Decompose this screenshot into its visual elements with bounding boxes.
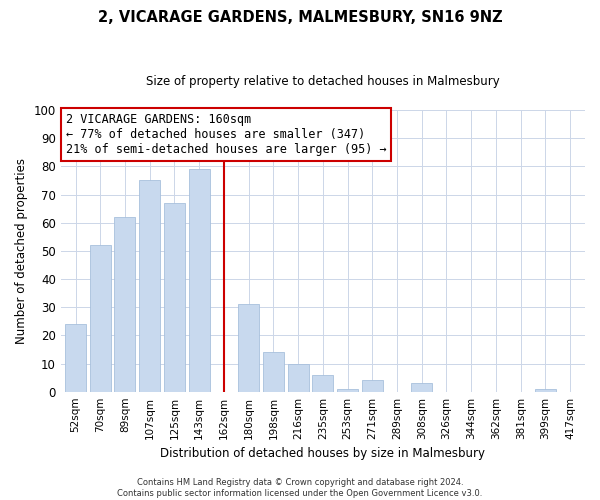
Bar [139, 180, 160, 392]
Bar [90, 245, 111, 392]
Bar [362, 380, 383, 392]
Bar [337, 389, 358, 392]
Bar [263, 352, 284, 392]
Bar [287, 364, 308, 392]
Bar [115, 217, 136, 392]
Text: 2 VICARAGE GARDENS: 160sqm
← 77% of detached houses are smaller (347)
21% of sem: 2 VICARAGE GARDENS: 160sqm ← 77% of deta… [66, 113, 386, 156]
Bar [164, 203, 185, 392]
X-axis label: Distribution of detached houses by size in Malmesbury: Distribution of detached houses by size … [160, 447, 485, 460]
Text: 2, VICARAGE GARDENS, MALMESBURY, SN16 9NZ: 2, VICARAGE GARDENS, MALMESBURY, SN16 9N… [98, 10, 502, 25]
Title: Size of property relative to detached houses in Malmesbury: Size of property relative to detached ho… [146, 75, 500, 88]
Y-axis label: Number of detached properties: Number of detached properties [15, 158, 28, 344]
Bar [535, 389, 556, 392]
Text: Contains HM Land Registry data © Crown copyright and database right 2024.
Contai: Contains HM Land Registry data © Crown c… [118, 478, 482, 498]
Bar [238, 304, 259, 392]
Bar [188, 169, 209, 392]
Bar [313, 375, 334, 392]
Bar [411, 383, 432, 392]
Bar [65, 324, 86, 392]
